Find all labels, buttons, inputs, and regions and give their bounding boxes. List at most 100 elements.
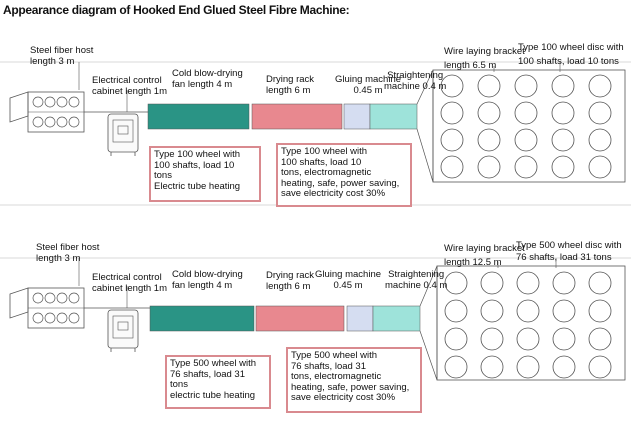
wheel-disc — [588, 155, 612, 179]
feed-chute — [9, 287, 29, 319]
label-fan: Cold blow-drying fan length 4 m — [172, 68, 243, 90]
wheel-disc — [440, 155, 464, 179]
host-roller — [44, 116, 56, 128]
wheel-disc — [480, 271, 504, 295]
wheel-disc — [552, 355, 576, 379]
wheel-disc — [588, 299, 612, 323]
host-roller — [32, 116, 44, 128]
wheel-disc — [477, 155, 501, 179]
wheel-disc — [480, 299, 504, 323]
wheel-disc — [552, 299, 576, 323]
host-roller — [56, 312, 68, 324]
wheel-disc — [551, 101, 575, 125]
wheel-disc — [588, 271, 612, 295]
label-disc: Type 100 wheel disc with 100 shafts, loa… — [518, 42, 624, 67]
electrical-cabinet — [107, 113, 139, 153]
host-roller — [56, 292, 68, 304]
host-roller — [44, 292, 56, 304]
straightening-machine — [372, 305, 421, 332]
wheel-disc — [477, 101, 501, 125]
electrical-cabinet — [107, 309, 139, 349]
wheel-disc — [516, 355, 540, 379]
wire-laying-bracket — [436, 265, 626, 381]
straightening-machine — [369, 103, 418, 130]
host-roller — [68, 96, 80, 108]
wheel-disc — [588, 128, 612, 152]
host-roller — [56, 96, 68, 108]
label-fan: Cold blow-drying fan length 4 m — [172, 269, 243, 291]
host-roller — [44, 96, 56, 108]
cabinet-panel — [117, 321, 129, 331]
wheel-disc — [516, 299, 540, 323]
label-cabinet: Electrical control cabinet length 1m — [92, 272, 167, 294]
label-bracket: Wire laying bracket length 12.5 m — [444, 243, 525, 268]
wheel-disc — [588, 74, 612, 98]
blow-drying-fan — [147, 103, 250, 130]
host-roller — [68, 116, 80, 128]
wheel-disc — [514, 155, 538, 179]
note-electric-heating: Type 500 wheel with 76 shafts, load 31 t… — [165, 355, 271, 409]
host-roller — [56, 116, 68, 128]
wheel-disc — [477, 74, 501, 98]
wheel-disc — [551, 74, 575, 98]
wheel-disc — [440, 74, 464, 98]
note-electromagnetic-heating: Type 500 wheel with 76 shafts, load 31 t… — [286, 347, 422, 413]
wheel-disc — [444, 299, 468, 323]
wheel-disc — [516, 271, 540, 295]
host-roller — [32, 312, 44, 324]
wheel-disc — [477, 128, 501, 152]
wheel-disc — [444, 355, 468, 379]
label-straightening: Straightening machine 0.4 m — [384, 70, 447, 92]
wheel-disc — [551, 155, 575, 179]
label-rack: Drying rack length 6 m — [266, 270, 315, 292]
wheel-disc — [444, 271, 468, 295]
gluing-machine — [346, 305, 374, 332]
wheel-disc — [551, 128, 575, 152]
gluing-machine — [343, 103, 371, 130]
host-roller — [32, 292, 44, 304]
diagram-title: Appearance diagram of Hooked End Glued S… — [3, 3, 350, 17]
wheel-disc — [514, 128, 538, 152]
host-roller — [68, 312, 80, 324]
wheel-disc — [588, 327, 612, 351]
label-gluing: Gluing machine 0.45 m — [315, 269, 382, 291]
wheel-disc — [588, 101, 612, 125]
wheel-disc — [444, 327, 468, 351]
drying-rack — [251, 103, 343, 130]
wheel-disc — [552, 327, 576, 351]
note-electric-heating: Type 100 wheel with 100 shafts, load 10 … — [149, 146, 261, 202]
blow-drying-fan — [149, 305, 255, 332]
wheel-disc-grid-2 — [444, 271, 612, 379]
label-straightening: Straightening machine 0.4 m — [385, 269, 448, 291]
wheel-disc — [514, 74, 538, 98]
label-host: Steel fiber host length 3 m — [36, 242, 100, 264]
host-roller — [68, 292, 80, 304]
host-roller — [44, 312, 56, 324]
host-roller — [32, 96, 44, 108]
label-gluing: Gluing machine 0.45 m — [335, 74, 402, 96]
wheel-disc — [552, 271, 576, 295]
wheel-disc-grid-1 — [440, 74, 612, 179]
cabinet-panel — [117, 125, 129, 135]
cabinet-door — [112, 315, 134, 339]
wheel-disc — [514, 101, 538, 125]
drying-rack — [255, 305, 345, 332]
label-bracket: Wire laying bracket length 6.5 m — [444, 46, 525, 71]
note-electromagnetic-heating: Type 100 wheel with 100 shafts, load 10 … — [276, 143, 412, 207]
label-host: Steel fiber host length 3 m — [30, 45, 94, 67]
wheel-disc — [480, 355, 504, 379]
label-rack: Drying rack length 6 m — [266, 74, 315, 96]
wheel-disc — [516, 327, 540, 351]
label-disc: Type 500 wheel disc with 76 shafts, load… — [516, 240, 622, 263]
wheel-disc — [588, 355, 612, 379]
wire-laying-bracket — [432, 69, 626, 183]
label-cabinet: Electrical control cabinet length 1m — [92, 75, 167, 97]
wheel-disc — [440, 128, 464, 152]
wheel-disc — [440, 101, 464, 125]
wheel-disc — [480, 327, 504, 351]
panel-2-shapes — [0, 257, 631, 381]
cabinet-door — [112, 119, 134, 143]
